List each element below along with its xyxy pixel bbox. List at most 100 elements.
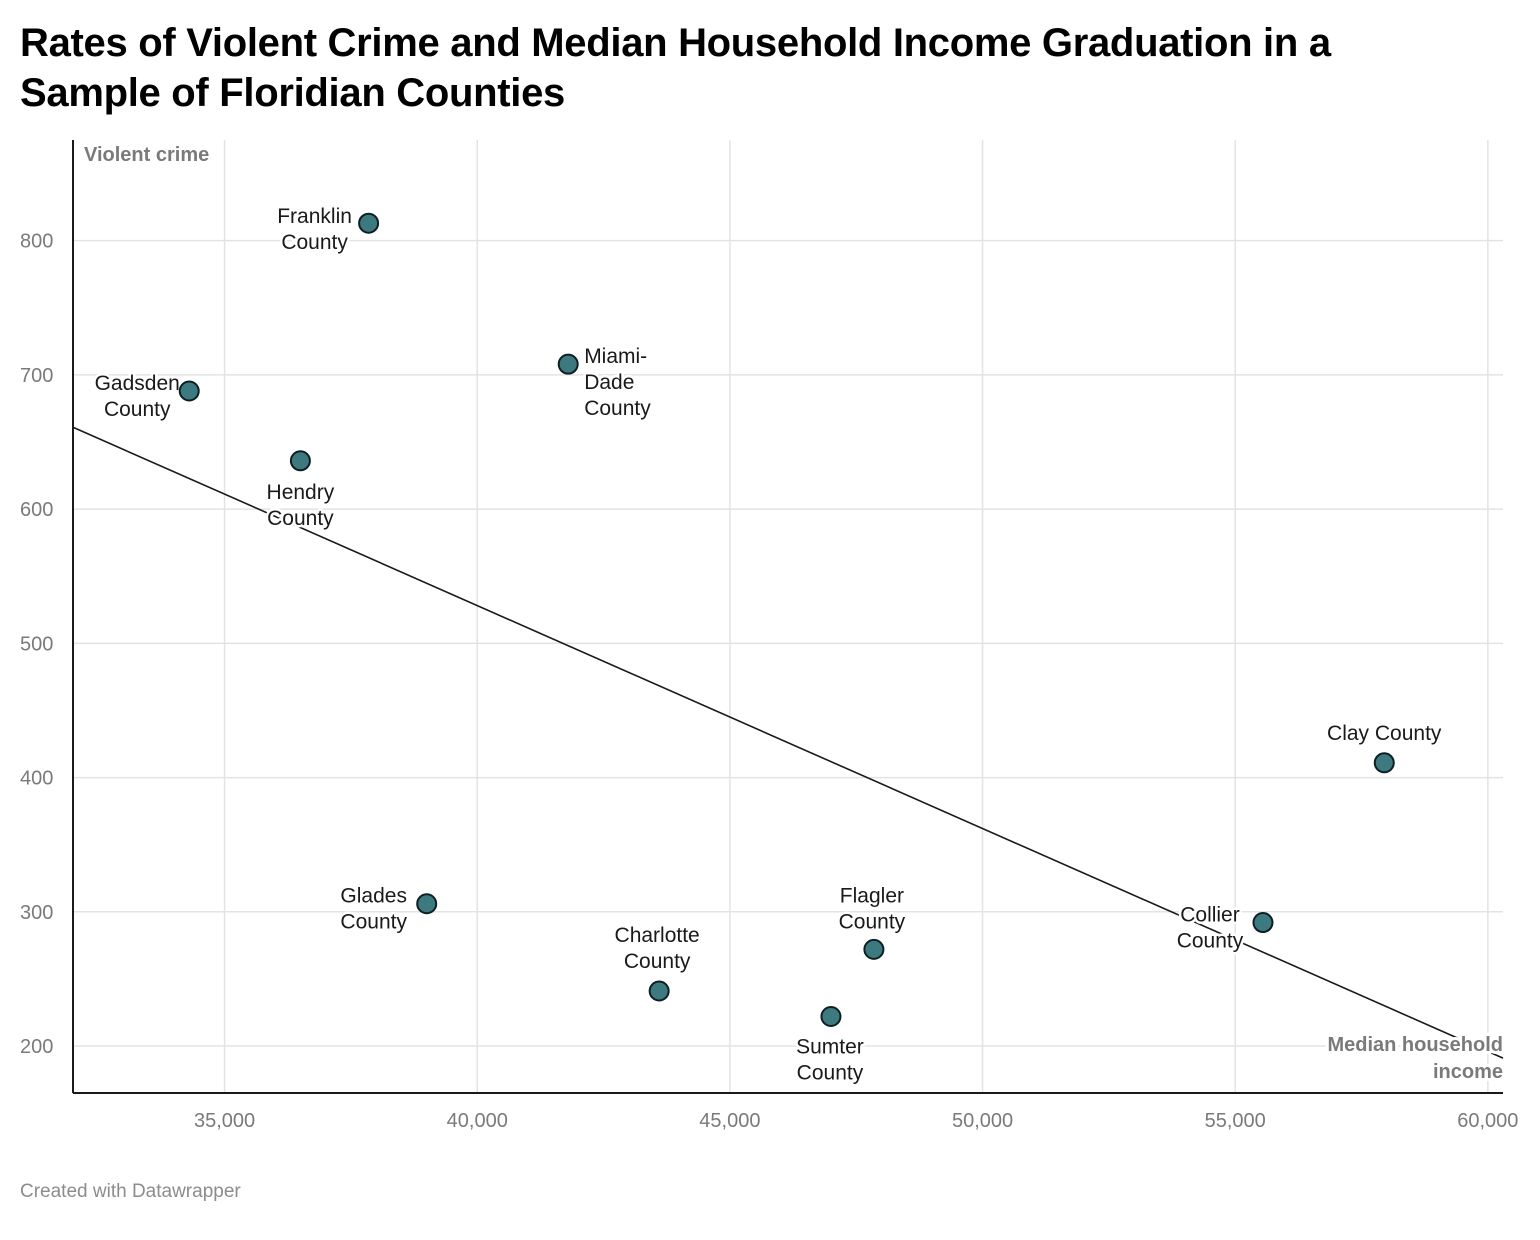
data-point	[863, 938, 885, 960]
y-tick-label: 600	[20, 499, 53, 521]
x-axis-title-line: Median household	[1327, 1034, 1503, 1056]
axes: 200 300 400 500 600 700 800 35,000 40,000 45,000 5…	[20, 140, 1518, 1132]
data-point	[648, 980, 670, 1002]
point-label-halo: Clay County	[1327, 722, 1442, 745]
x-axis-title-line: income	[1433, 1061, 1503, 1083]
point-label-line: County	[839, 910, 906, 933]
data-points	[178, 212, 1395, 1027]
y-tick-label: 200	[20, 1036, 53, 1058]
point-label-line: County	[104, 398, 171, 421]
point-label: Gadsden County	[95, 372, 180, 421]
point-label-line: Franklin	[277, 205, 352, 228]
point-label-line: Glades	[340, 885, 407, 908]
point-label: Collier County	[1177, 904, 1244, 953]
point-label-line: Sumter	[796, 1035, 864, 1058]
x-tick-label: 60,000	[1457, 1110, 1518, 1132]
data-point	[1373, 752, 1395, 774]
y-tick-label: 400	[20, 768, 53, 790]
x-axis-title-line: Median household	[1327, 1034, 1503, 1056]
point-label-halo: Gadsden County	[95, 372, 180, 421]
point-label-line: County	[104, 398, 171, 421]
point-label-line: Flagler	[840, 884, 904, 907]
point-label-line: County	[267, 507, 334, 530]
x-tick-label: 40,000	[447, 1110, 508, 1132]
point-label-line: Clay County	[1327, 722, 1442, 745]
point-label: Miami- Dade County	[584, 345, 651, 420]
data-point	[178, 380, 200, 402]
point-label-line: County	[624, 950, 691, 973]
point-label-line: County	[584, 397, 651, 420]
point-label-line: Gadsden	[95, 372, 180, 395]
point-label-line: Flagler	[840, 884, 904, 907]
point-label-line: County	[340, 911, 407, 934]
chart-title: Rates of Violent Crime and Median Househ…	[20, 21, 1331, 115]
point-label-halo: Glades County	[340, 885, 407, 934]
data-point	[358, 212, 380, 234]
point-label-line: County	[1177, 930, 1244, 953]
x-tick-label: 55,000	[1205, 1110, 1266, 1132]
y-axis-title: Violent crime	[84, 144, 209, 166]
x-tick-label: 35,000	[194, 1110, 255, 1132]
axis-titles: Violent crime Median household incomeMedia…	[84, 144, 1506, 1086]
point-label-line: Collier	[1180, 904, 1240, 927]
point-label-halo: Charlotte County	[615, 924, 700, 973]
point-label-line: Miami-	[584, 345, 647, 368]
point-label-halo: Hendry County	[267, 481, 335, 530]
point-label: Franklin County	[277, 205, 352, 254]
data-point	[289, 450, 311, 472]
point-label-halo: Flagler County	[839, 884, 906, 933]
point-label-line: Hendry	[267, 481, 335, 504]
point-label-line: Dade	[584, 371, 634, 394]
point-label-halo: Miami- Dade County	[584, 345, 651, 420]
point-label: Sumter County	[796, 1035, 864, 1084]
point-label-line: County	[340, 911, 407, 934]
trend-line	[72, 426, 1504, 1059]
point-label-line: Gadsden	[95, 372, 180, 395]
point-label: Clay County	[1327, 722, 1442, 745]
y-tick-label: 300	[20, 902, 53, 924]
y-tick-label: 800	[20, 231, 53, 253]
point-label-line: County	[624, 950, 691, 973]
point-label-line: Hendry	[267, 481, 335, 504]
y-tick-label: 700	[20, 365, 53, 387]
data-point	[820, 1005, 842, 1027]
point-label-halo: Collier County	[1177, 904, 1244, 953]
point-label-line: Collier	[1180, 904, 1240, 927]
point-label: Flagler County	[839, 884, 906, 933]
point-label-line: County	[281, 231, 348, 254]
x-axis-title-line: income	[1433, 1061, 1503, 1083]
point-label-line: Franklin	[277, 205, 352, 228]
point-label-line: Sumter	[796, 1035, 864, 1058]
point-label-line: County	[267, 507, 334, 530]
point-label-halo: Franklin County	[277, 205, 352, 254]
point-label: Glades County	[340, 885, 407, 934]
data-point	[1252, 912, 1274, 934]
point-label-line: County	[584, 397, 651, 420]
footer-credit: Created with Datawrapper	[20, 1181, 241, 1202]
y-tick-label: 500	[20, 633, 53, 655]
point-label-line: Miami-	[584, 345, 647, 368]
point-label-line: County	[797, 1061, 864, 1084]
point-label-line: Clay County	[1327, 722, 1442, 745]
point-label-line: County	[1177, 930, 1244, 953]
point-label: Hendry County	[267, 481, 335, 530]
x-axis-title: Median household income	[1327, 1034, 1503, 1083]
point-label-halo: Sumter County	[796, 1035, 864, 1084]
point-label-line: Charlotte	[615, 924, 700, 947]
point-label: Charlotte County	[615, 924, 700, 973]
x-tick-label: 45,000	[699, 1110, 760, 1132]
point-label-line: Dade	[584, 371, 634, 394]
point-label-line: Glades	[340, 885, 407, 908]
trend-line-layer	[72, 426, 1504, 1059]
point-label-line: County	[839, 910, 906, 933]
point-label-line: County	[281, 231, 348, 254]
point-label-line: Charlotte	[615, 924, 700, 947]
data-point	[557, 353, 579, 375]
point-label-line: County	[797, 1061, 864, 1084]
x-axis-title-halo: Median household income	[1327, 1034, 1503, 1083]
gridlines	[73, 140, 1503, 1093]
data-point	[416, 893, 438, 915]
